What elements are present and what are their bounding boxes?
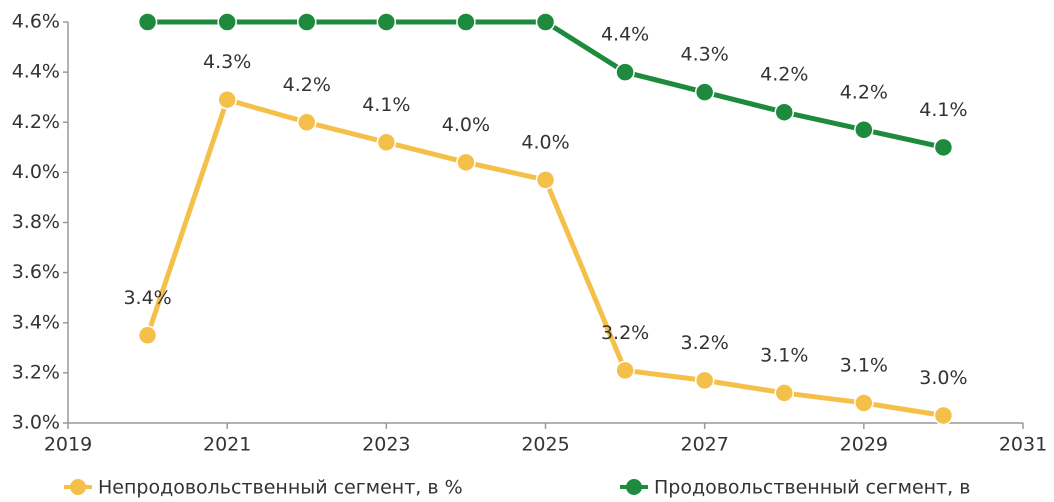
y-tick-label: 3.0%	[12, 412, 60, 434]
legend-marker	[626, 479, 642, 495]
point	[535, 12, 556, 32]
legend-label: Продовольственный сегмент, в	[654, 477, 970, 499]
point	[933, 137, 954, 158]
x-tick-label: 2025	[521, 434, 569, 456]
point	[297, 112, 317, 132]
point	[615, 62, 635, 82]
series-line	[147, 19, 944, 150]
data-label: 3.1%	[760, 344, 808, 366]
point	[456, 152, 476, 173]
data-label: 4.3%	[681, 44, 729, 66]
point	[137, 325, 158, 346]
y-tick-label: 4.2%	[12, 111, 60, 133]
data-label: 4.1%	[919, 99, 967, 121]
legend-label: Непродовольственный сегмент, в %	[98, 477, 463, 499]
data-label: 4.2%	[283, 74, 331, 96]
data-label: 3.2%	[601, 322, 649, 344]
x-tick-label: 2019	[44, 434, 92, 456]
y-tick-label: 3.4%	[12, 311, 60, 333]
data-label: 4.3%	[203, 51, 251, 73]
data-label: 4.0%	[442, 114, 490, 136]
point	[376, 12, 397, 32]
point	[854, 120, 874, 140]
point	[774, 102, 794, 122]
data-label: 4.1%	[362, 94, 410, 116]
y-tick-label: 4.6%	[12, 11, 60, 33]
data-label: 4.0%	[521, 131, 569, 153]
point	[535, 170, 556, 190]
point	[456, 12, 476, 32]
x-tick-label: 2021	[203, 434, 251, 456]
point	[217, 12, 237, 32]
data-label: 3.2%	[681, 332, 729, 354]
x-tick-label: 2029	[840, 434, 888, 456]
point	[694, 370, 715, 391]
legend-marker	[70, 479, 86, 495]
data-label: 3.0%	[919, 367, 967, 389]
data-label: 4.2%	[840, 81, 888, 103]
y-tick-label: 4.4%	[12, 61, 60, 83]
point	[137, 12, 158, 32]
point	[376, 132, 397, 153]
point	[217, 89, 237, 110]
x-tick-label: 2023	[362, 434, 410, 456]
point	[933, 405, 954, 426]
point	[615, 360, 635, 381]
point	[774, 383, 794, 403]
y-tick-label: 3.6%	[12, 261, 60, 283]
y-tick-label: 3.8%	[12, 211, 60, 233]
data-label: 4.2%	[760, 64, 808, 86]
x-tick-label: 2031	[999, 434, 1047, 456]
data-label: 3.4%	[123, 287, 171, 309]
point	[297, 12, 317, 32]
y-tick-label: 3.2%	[12, 361, 60, 383]
point	[694, 82, 715, 102]
point	[854, 393, 874, 413]
data-label: 3.1%	[840, 354, 888, 376]
data-label: 4.4%	[601, 24, 649, 46]
x-tick-label: 2027	[680, 434, 728, 456]
y-tick-label: 4.0%	[12, 161, 60, 183]
